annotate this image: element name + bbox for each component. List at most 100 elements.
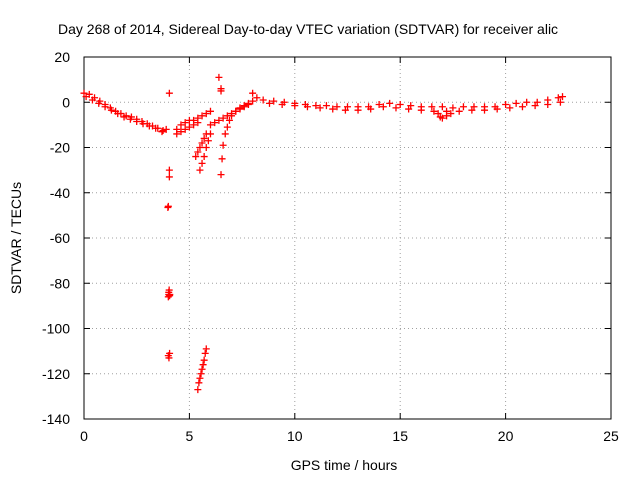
y-tick-label: -140 bbox=[42, 411, 70, 427]
data-point bbox=[249, 89, 257, 97]
data-point bbox=[206, 121, 214, 129]
data-point bbox=[249, 97, 257, 105]
series-streak-5.5h bbox=[196, 130, 214, 174]
y-tick-label: 0 bbox=[62, 94, 70, 110]
data-point bbox=[506, 104, 514, 112]
data-point bbox=[165, 173, 173, 181]
data-point bbox=[196, 374, 204, 382]
data-point bbox=[165, 89, 173, 97]
data-point bbox=[101, 103, 109, 111]
y-tick-label: -20 bbox=[50, 140, 70, 156]
data-point bbox=[82, 93, 90, 101]
data-point bbox=[303, 103, 311, 111]
data-point bbox=[316, 104, 324, 112]
data-point bbox=[270, 97, 278, 105]
series-recovery-4.5h-lower bbox=[173, 119, 202, 138]
data-point bbox=[201, 349, 209, 357]
data-point bbox=[379, 103, 387, 111]
data-point bbox=[173, 130, 181, 138]
series-recovery-6.5h bbox=[217, 97, 257, 179]
data-point bbox=[196, 144, 204, 151]
data-point bbox=[185, 123, 193, 131]
data-point bbox=[459, 103, 467, 111]
data-point bbox=[518, 103, 526, 111]
data-point bbox=[159, 127, 167, 135]
data-point bbox=[468, 106, 476, 114]
data-point bbox=[177, 121, 185, 129]
data-point bbox=[192, 153, 200, 161]
y-tick-label: -80 bbox=[50, 275, 70, 291]
data-point bbox=[244, 101, 252, 109]
data-point bbox=[219, 114, 227, 122]
data-point bbox=[190, 121, 198, 129]
data-point bbox=[88, 96, 96, 104]
data-point bbox=[158, 128, 166, 136]
data-point bbox=[329, 105, 337, 113]
data-point bbox=[223, 112, 231, 120]
data-point bbox=[202, 110, 210, 118]
data-point bbox=[217, 87, 225, 95]
data-point bbox=[126, 115, 134, 123]
data-point bbox=[481, 106, 489, 114]
data-points bbox=[80, 73, 567, 394]
data-point bbox=[166, 349, 174, 357]
x-axis: 0 5 10 15 20 25 bbox=[80, 57, 619, 444]
series-recovery-4.5h bbox=[173, 107, 214, 133]
x-tick-label: 25 bbox=[603, 428, 619, 444]
data-point bbox=[455, 107, 463, 115]
data-point bbox=[197, 370, 205, 378]
data-point bbox=[531, 102, 539, 110]
series-recovery-6.5h-upper bbox=[206, 101, 252, 129]
data-point bbox=[386, 99, 394, 107]
data-point bbox=[114, 110, 122, 118]
y-tick-label: -120 bbox=[42, 366, 70, 382]
data-point bbox=[430, 107, 438, 115]
data-point bbox=[194, 119, 202, 127]
series-main-trace-lower bbox=[82, 93, 166, 136]
data-point bbox=[312, 102, 320, 110]
data-point bbox=[198, 365, 206, 373]
data-point bbox=[354, 106, 362, 114]
data-point bbox=[322, 102, 330, 110]
data-point bbox=[181, 125, 189, 133]
data-point bbox=[204, 137, 212, 145]
y-tick-label: 20 bbox=[54, 49, 70, 65]
data-point bbox=[196, 166, 204, 174]
data-point bbox=[133, 117, 141, 125]
data-point bbox=[449, 104, 457, 112]
series-main-trace-day-lower bbox=[253, 94, 564, 115]
grid-lines bbox=[84, 57, 611, 419]
data-point bbox=[206, 107, 214, 115]
data-point bbox=[240, 103, 248, 111]
data-point bbox=[417, 106, 425, 114]
data-point bbox=[554, 94, 562, 102]
y-axis-title: SDTVAR / TECUs bbox=[8, 182, 24, 294]
data-point bbox=[218, 155, 226, 163]
data-point bbox=[165, 166, 173, 174]
data-point bbox=[202, 345, 210, 353]
data-point bbox=[194, 386, 202, 394]
data-point bbox=[145, 122, 153, 130]
data-point bbox=[219, 141, 227, 149]
data-point bbox=[443, 112, 451, 120]
data-point bbox=[259, 96, 267, 104]
series-dip-16.5h bbox=[434, 110, 455, 122]
y-tick-label: -60 bbox=[50, 230, 70, 246]
data-point bbox=[120, 113, 128, 121]
data-point bbox=[107, 106, 115, 114]
series-points-6.5h bbox=[215, 73, 225, 95]
series-negative-streak bbox=[194, 345, 210, 394]
data-point bbox=[199, 361, 207, 369]
data-point bbox=[392, 104, 400, 112]
data-point bbox=[162, 125, 170, 133]
data-point bbox=[367, 105, 375, 113]
data-point bbox=[278, 101, 286, 109]
data-point bbox=[198, 159, 206, 167]
data-point bbox=[405, 105, 413, 113]
chart-title: Day 268 of 2014, Sidereal Day-to-day VTE… bbox=[58, 21, 558, 37]
data-point bbox=[177, 128, 185, 136]
data-point bbox=[195, 379, 203, 387]
plot-frame bbox=[83, 56, 612, 420]
data-point bbox=[200, 356, 208, 364]
